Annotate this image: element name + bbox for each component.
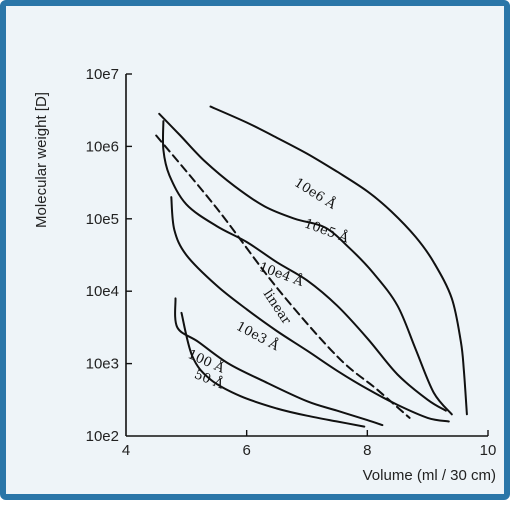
x-tick-label: 8 bbox=[363, 442, 371, 459]
x-axis-label: Volume (ml / 30 cm) bbox=[363, 467, 496, 484]
x-tick-label: 10 bbox=[480, 442, 497, 459]
series-line-linear bbox=[155, 134, 411, 419]
x-tick-label: 4 bbox=[122, 442, 130, 459]
series-line-100 bbox=[174, 297, 384, 427]
series-label-10e5: 10e5 Å bbox=[302, 216, 351, 247]
series-label-10e4: 10e4 Å bbox=[257, 259, 306, 290]
y-axis-label: Molecular weight [D] bbox=[33, 92, 50, 228]
series-line-10e4 bbox=[161, 120, 447, 412]
curves bbox=[155, 105, 468, 428]
y-tick-label: 10e7 bbox=[86, 66, 119, 83]
y-tick-label: 10e5 bbox=[86, 211, 119, 228]
x-tick-label: 6 bbox=[242, 442, 250, 459]
y-tick-label: 10e2 bbox=[86, 428, 119, 445]
y-tick-label: 10e6 bbox=[86, 138, 119, 155]
series-line-10e3 bbox=[170, 196, 450, 423]
series-label-10e6: 10e6 Å bbox=[291, 175, 339, 213]
axes: 10e2 10e3 10e4 10e5 10e6 10e7 4 6 8 10 bbox=[86, 66, 497, 459]
series-label-10e3: 10e3 Å bbox=[234, 318, 283, 354]
y-tick-label: 10e4 bbox=[86, 283, 119, 300]
y-tick-label: 10e3 bbox=[86, 356, 119, 373]
series-line-10e5 bbox=[158, 112, 453, 416]
series-line-10e6 bbox=[209, 105, 468, 416]
series-line-50 bbox=[180, 311, 366, 428]
molecular-weight-chart: 10e2 10e3 10e4 10e5 10e6 10e7 4 6 8 10 10e6 Å10e5… bbox=[33, 66, 497, 484]
